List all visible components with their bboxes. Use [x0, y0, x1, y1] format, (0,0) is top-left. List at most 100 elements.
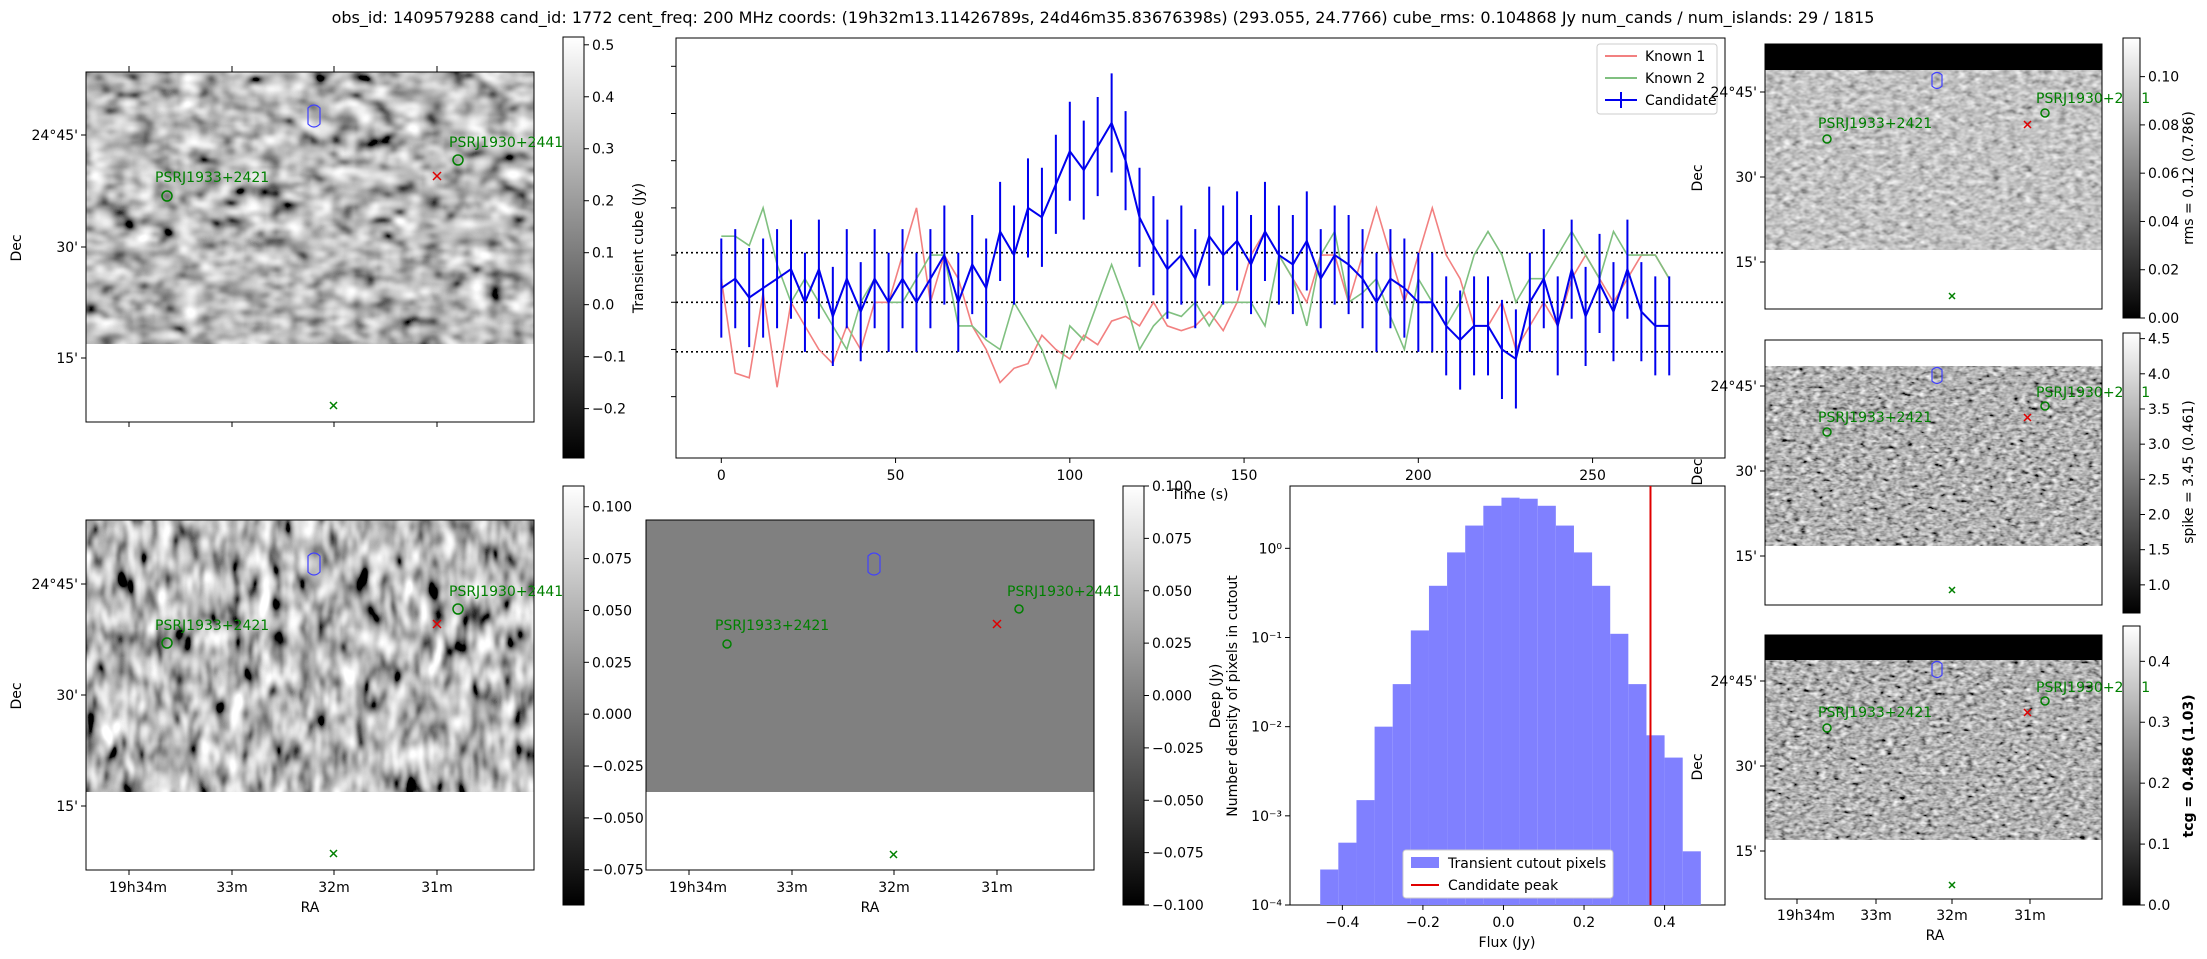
spike-colorbar-label: spike = 3.45 (0.461)	[2181, 400, 2197, 544]
spike-colorbar-gradient	[2122, 332, 2141, 614]
x-tick-label: −0.4	[1325, 915, 1359, 931]
blank-colorbar-gradient	[1122, 485, 1145, 906]
candidate-contour	[1931, 366, 1943, 385]
histogram-xlabel: Flux (Jy)	[1479, 935, 1536, 951]
colorbar-tick-label: 0.4	[2148, 654, 2170, 670]
colorbar-tick-label: 0.050	[592, 603, 632, 619]
histogram-bar	[1573, 552, 1593, 905]
legend-candidate-peak: Candidate peak	[1448, 878, 1559, 894]
y-tick-label: 10⁻⁴	[1251, 898, 1282, 914]
colorbar-tick-label: 0.075	[1152, 531, 1192, 547]
source-label-1933: PSRJ1933+2421	[155, 170, 269, 186]
ra-tick-label-0: 19h34m	[109, 880, 167, 896]
source-circle-1930	[452, 154, 464, 166]
source-circle-1930	[2040, 696, 2050, 706]
spike-image-noise	[1765, 366, 2102, 546]
colorbar-tick-label: 2.0	[2148, 508, 2170, 524]
colorbar-tick-label: 0.3	[2148, 715, 2170, 731]
colorbar-tick-label: 1.0	[2148, 578, 2170, 594]
colorbar-tick-label: 0.2	[592, 194, 614, 210]
colorbar-tick-label: −0.1	[592, 350, 626, 366]
rms-image-noise	[1765, 70, 2102, 250]
lightcurve-xlabel: Time (s)	[1171, 487, 1229, 503]
transient-image-panel: PSRJ1933+2421 PSRJ1930+2441 24°45' 30' 1…	[9, 66, 563, 427]
histogram-bar	[1320, 869, 1339, 905]
colorbar-tick-label: 4.5	[2148, 332, 2170, 348]
dec-tick-label-1: 30'	[1735, 759, 1757, 775]
offset-x-marker	[329, 401, 338, 410]
y-tick-label: 10⁰	[1259, 541, 1283, 557]
x-tick-label: 0.0	[1492, 915, 1514, 931]
histogram-bar	[1646, 735, 1665, 905]
histogram-bar	[1374, 726, 1393, 905]
x-tick-label: 0.4	[1653, 915, 1675, 931]
source-label-1933: PSRJ1933+2421	[155, 618, 269, 634]
dec-tick-label-1: 30'	[1735, 464, 1757, 480]
histogram-ylabel: Number density of pixels in cutout	[1225, 575, 1241, 817]
candidate-x-marker	[432, 171, 442, 181]
histogram-bar	[1465, 525, 1484, 905]
colorbar-tick-label: 0.1	[592, 246, 614, 262]
source-circle-1933	[1822, 134, 1832, 144]
rms-colorbar: 0.10 0.08 0.06 0.04 0.02 0.00 rms = 0.12 (0.7…	[2122, 37, 2197, 327]
transient-colorbar-gradient	[562, 36, 585, 459]
candidate-contour	[307, 552, 321, 576]
histogram-bar	[1537, 505, 1556, 905]
deep-colorbar-gradient	[562, 485, 585, 906]
dec-tick-label-2: 15'	[1735, 255, 1757, 271]
figure-title: obs_id: 1409579288 cand_id: 1772 cent_fr…	[332, 8, 1875, 28]
y-tick-label: 10⁻²	[1251, 720, 1282, 736]
colorbar-tick-label: −0.025	[592, 759, 644, 775]
colorbar-tick-label: 0.0	[2148, 898, 2170, 914]
colorbar-tick-label: 0.025	[1152, 636, 1192, 652]
histogram-bar	[1356, 800, 1375, 905]
histogram-bar	[1555, 525, 1574, 905]
tcg-image-blank	[1765, 840, 2102, 899]
ra-axis-label: RA	[1926, 928, 1945, 944]
colorbar-tick-label: 0.02	[2148, 263, 2179, 279]
colorbar-tick-label: −0.025	[1152, 741, 1204, 757]
histogram-bar	[1664, 757, 1683, 905]
blank-image-flat	[646, 520, 1094, 792]
ra-tick-label-3: 31m	[2014, 908, 2045, 924]
colorbar-tick-label: 0.000	[592, 707, 632, 723]
blank-image-panel: PSRJ1933+2421 PSRJ1930+2441 19h34m 33m 3…	[645, 519, 1121, 916]
colorbar-tick-label: 0.025	[592, 655, 632, 671]
histogram-bar	[1338, 842, 1357, 905]
candidate-contour	[1931, 71, 1943, 90]
source-label-1930: PSRJ1930+2441	[449, 584, 563, 600]
dec-tick-label-0: 24°45'	[32, 577, 78, 593]
transient-image-blank	[86, 344, 534, 422]
colorbar-tick-label: 0.04	[2148, 214, 2179, 230]
candidate-x-marker	[992, 619, 1002, 629]
colorbar-tick-label: −0.075	[1152, 846, 1204, 862]
histogram-panel: −0.4 −0.2 0.0 0.2 0.4 10⁰ 10⁻¹ 10⁻² 10⁻³ 10⁻⁴ Num…	[1225, 485, 1726, 951]
colorbar-tick-label: −0.2	[592, 402, 626, 418]
colorbar-tick-label: 2.5	[2148, 472, 2170, 488]
source-label-1930: PSRJ1930+2441	[2036, 680, 2150, 696]
colorbar-tick-label: 0.06	[2148, 166, 2179, 182]
colorbar-tick-label: 3.0	[2148, 437, 2170, 453]
source-label-1930: PSRJ1930+2441	[2036, 91, 2150, 107]
spike-colorbar: 4.5 4.0 3.5 3.0 2.5 2.0 1.5 1.0 spike = 3.45 (0…	[2122, 332, 2197, 614]
candidate-contour	[867, 552, 881, 576]
x-tick-label: 50	[887, 468, 905, 484]
legend-known2: Known 2	[1645, 71, 1705, 87]
source-circle-1933	[161, 190, 173, 202]
source-circle-1930	[452, 603, 464, 615]
histogram-bar	[1628, 684, 1647, 905]
dec-axis-label: Dec	[1690, 458, 1706, 485]
candidate-contour	[1931, 660, 1943, 679]
rms-image-panel: PSRJ1933+2421 PSRJ1930+2441 24°45' 30' 1…	[1690, 43, 2150, 310]
deep-image-panel: PSRJ1933+2421 PSRJ1930+2441 24°45' 30' 1…	[9, 519, 563, 916]
source-label-1930: PSRJ1930+2441	[1007, 584, 1121, 600]
source-label-1933: PSRJ1933+2421	[1818, 705, 1932, 721]
source-label-1930: PSRJ1930+2441	[449, 135, 563, 151]
histogram-bar	[1410, 630, 1429, 905]
dec-tick-label-0: 24°45'	[32, 128, 78, 144]
offset-x-marker	[1948, 881, 1956, 889]
ra-tick-label-1: 33m	[1860, 908, 1891, 924]
deep-image-blank	[86, 792, 534, 870]
histogram-bar	[1483, 505, 1502, 905]
ra-axis-label: RA	[301, 900, 320, 916]
